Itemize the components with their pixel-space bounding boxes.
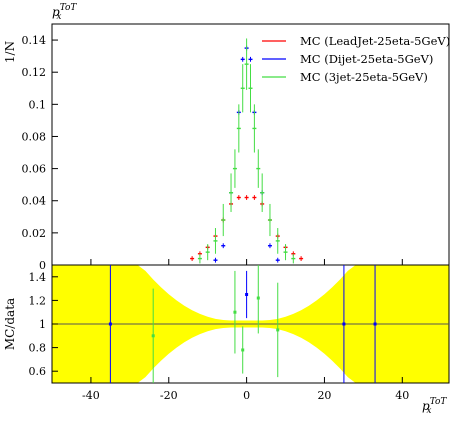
main-y-axis: 0 0.02 0.04 0.06 0.08 0.1 0.12 0.14 <box>22 34 58 272</box>
main-y-tick-label: 0.08 <box>22 130 47 143</box>
main-y-tick-label: 0 <box>39 259 46 272</box>
main-y-tick-label: 0.02 <box>22 227 47 240</box>
ratio-point <box>108 322 112 326</box>
series-2 <box>197 38 296 264</box>
ratio-point <box>276 328 280 332</box>
legend-label-dijet: MC (Dijet-25eta-5GeV) <box>300 52 433 66</box>
x-axis-label: pToT x <box>422 397 447 416</box>
main-y-tick-label: 0.06 <box>22 163 47 176</box>
ratio-y-tick-label: 1.2 <box>29 294 47 307</box>
main-y-tick-label: 0.04 <box>22 195 47 208</box>
ratio-point <box>342 322 346 326</box>
ratio-y-tick-label: 0.6 <box>29 365 47 378</box>
x-axis: -40 -20 0 20 40 <box>82 259 409 402</box>
ratio-point <box>245 293 249 296</box>
main-y-tick-label: 0.14 <box>22 34 47 47</box>
legend: MC (LeadJet-25eta-5GeV) MC (Dijet-25eta-… <box>262 34 450 84</box>
x-tick-label: -20 <box>160 389 178 402</box>
ratio-y-tick-label: 1 <box>39 318 46 331</box>
main-y-tick-label: 0.1 <box>29 98 47 111</box>
ratio-point <box>256 296 260 300</box>
ratio-point <box>233 310 237 314</box>
legend-label-leadjet: MC (LeadJet-25eta-5GeV) <box>300 34 450 48</box>
ratio-point <box>151 334 155 338</box>
ratio-y-label: MC/data <box>3 298 17 350</box>
main-y-label: 1/N <box>3 41 17 63</box>
x-tick-label: 20 <box>317 389 331 402</box>
x-tick-label: 0 <box>243 389 250 402</box>
ratio-y-tick-label: 0.8 <box>29 342 47 355</box>
ratio-y-axis: 0.6 0.8 1 1.2 1.4 <box>29 271 58 378</box>
ratio-y-tick-label: 1.4 <box>29 271 47 284</box>
series-0 <box>190 195 304 261</box>
main-y-tick-label: 0.12 <box>22 66 47 79</box>
x-tick-label: -40 <box>82 389 100 402</box>
ratio-point <box>241 348 245 352</box>
series-layer <box>190 38 304 264</box>
ratio-points-layer <box>108 265 377 383</box>
figure-title: pToT x <box>52 3 77 22</box>
ratio-point <box>373 322 377 326</box>
legend-label-3jet: MC (3jet-25eta-5GeV) <box>300 70 428 84</box>
x-tick-label: 40 <box>395 389 409 402</box>
